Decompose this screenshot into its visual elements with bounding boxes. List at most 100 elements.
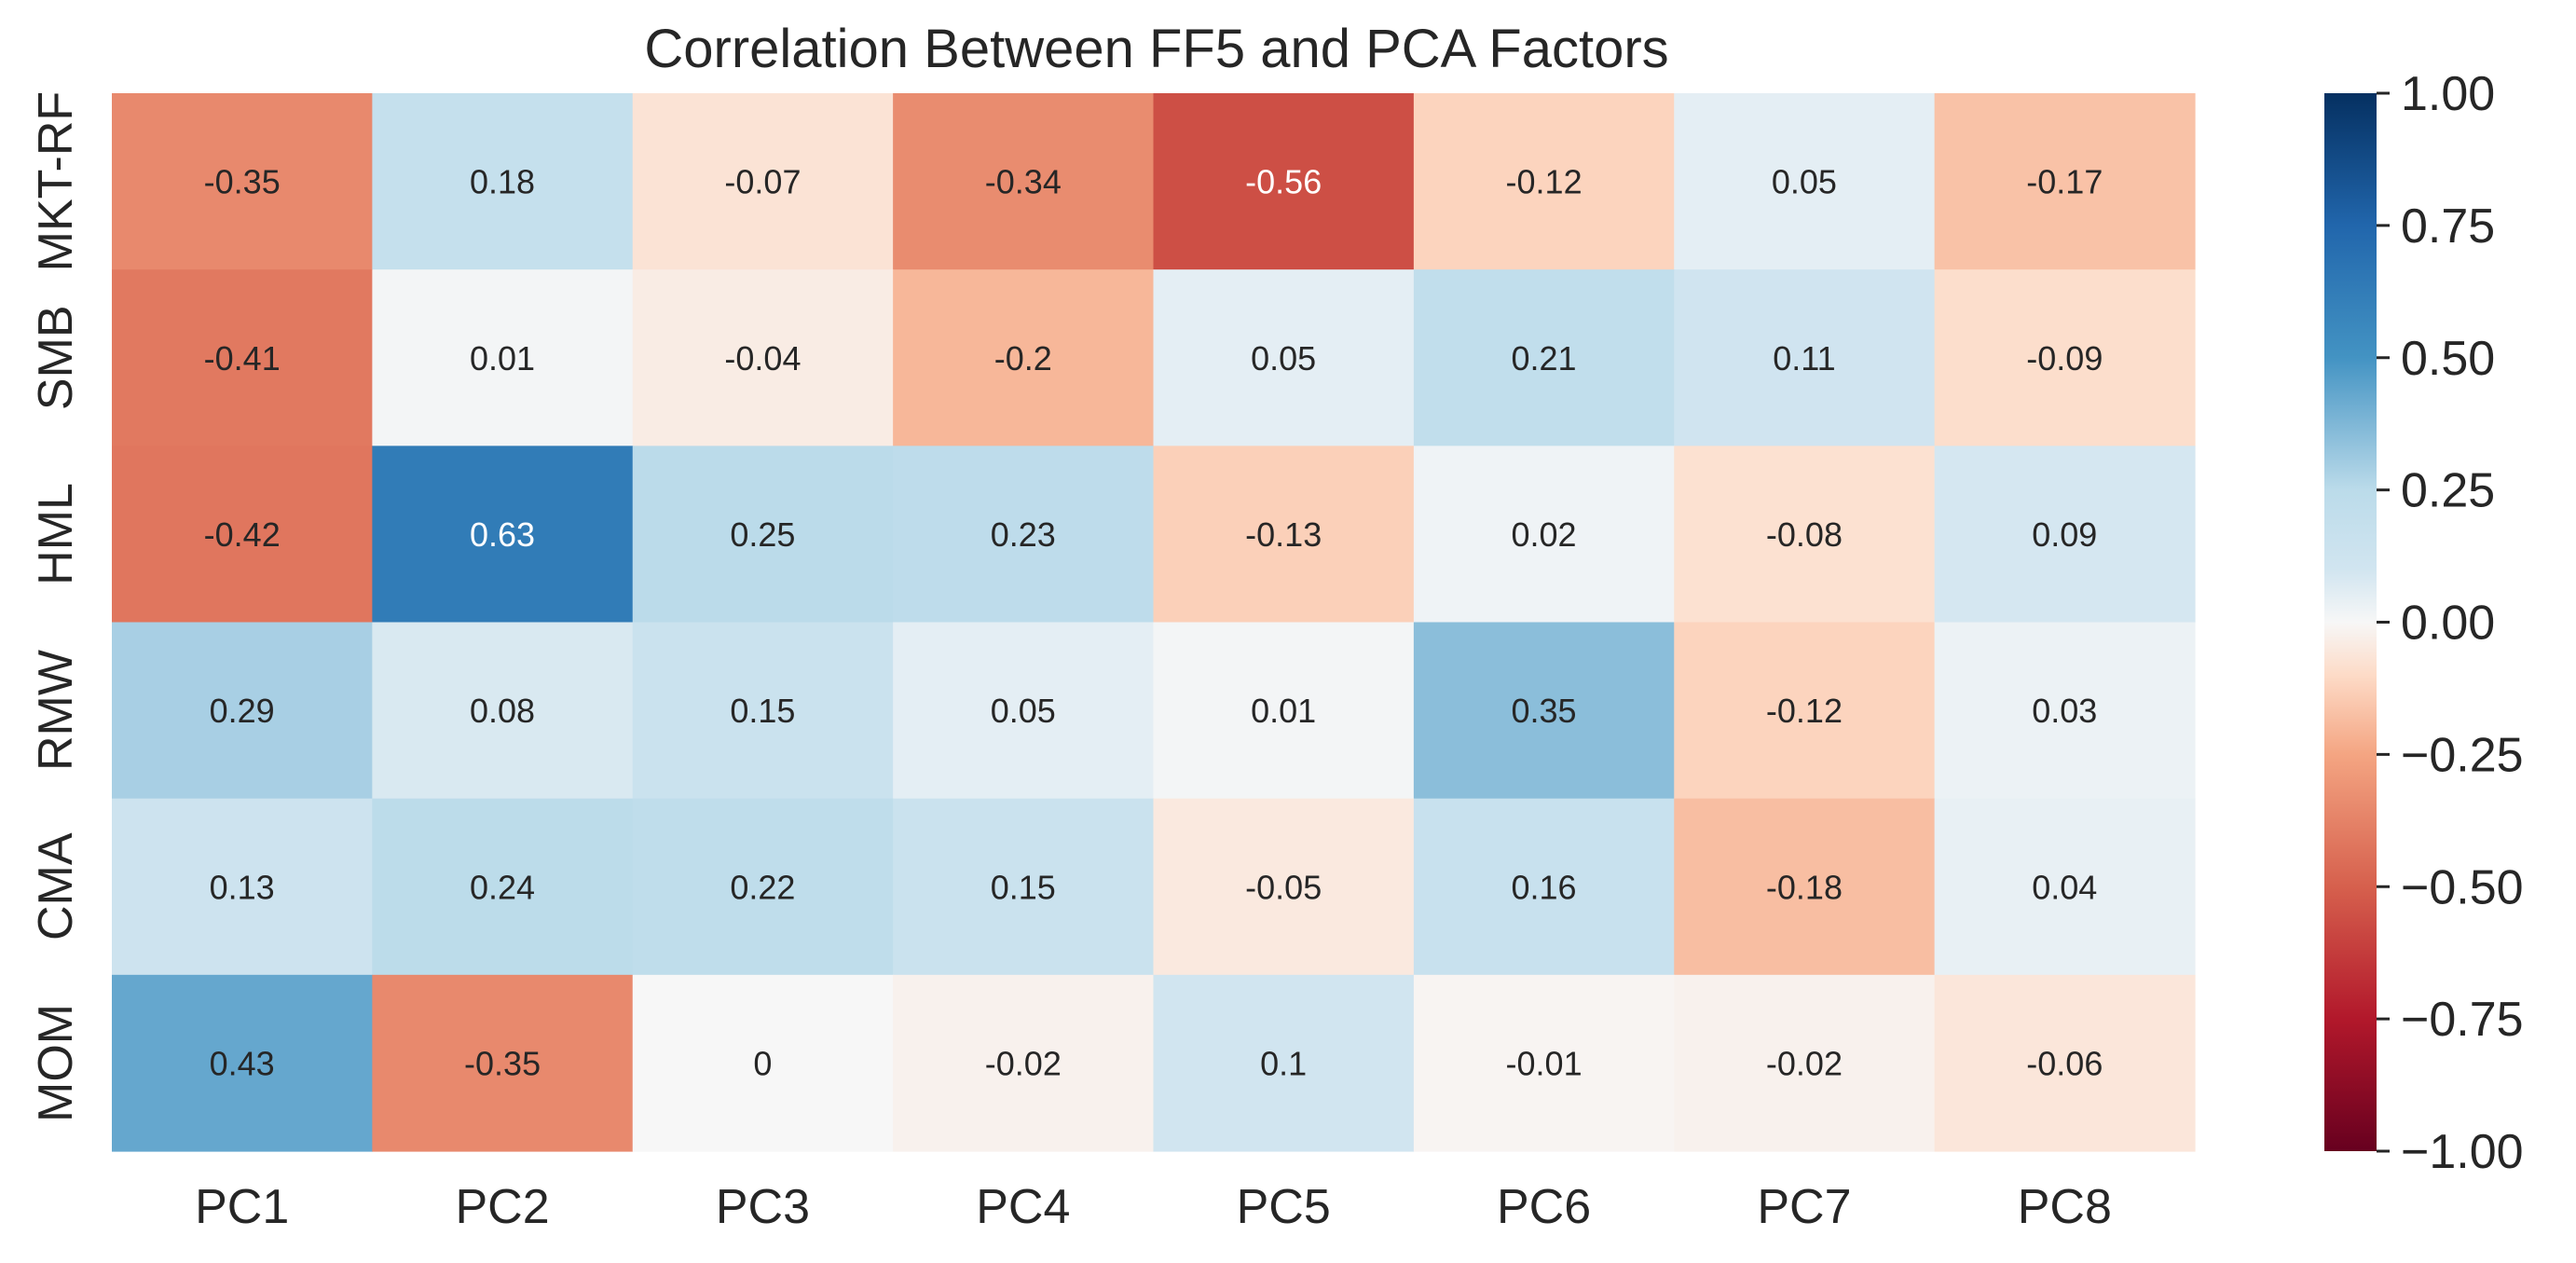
cell-value-label: -0.12 xyxy=(1766,692,1843,730)
cell-value-label: -0.13 xyxy=(1245,515,1322,554)
heatmap-cell xyxy=(1934,93,2196,270)
heatmap-cell xyxy=(1934,446,2196,624)
cell-value-label: -0.35 xyxy=(464,1044,541,1082)
heatmap-cells: -0.35 0.18 -0.07 -0.34 -0.56 -0.12 0.05 -0.17 -0… xyxy=(112,93,2196,1152)
row-label: MOM xyxy=(29,1004,83,1122)
cell-value-label: -0.17 xyxy=(2026,163,2103,201)
colorbar-tick-label: 0.00 xyxy=(2401,597,2495,651)
heatmap-cell xyxy=(1674,798,1936,976)
cell-value-label: -0.01 xyxy=(1506,1044,1583,1082)
column-label: PC2 xyxy=(455,1180,549,1234)
heatmap-cell xyxy=(1934,622,2196,800)
row-label: RMW xyxy=(29,650,83,771)
cell-value-label: 0.09 xyxy=(2032,515,2097,554)
cell-value-label: 0.15 xyxy=(730,692,795,730)
heatmap-cell xyxy=(372,798,634,976)
heatmap-cell xyxy=(1153,622,1415,800)
cell-value-label: -0.02 xyxy=(1766,1044,1843,1082)
cell-value-label: -0.04 xyxy=(724,339,801,378)
heatmap-cell xyxy=(893,622,1155,800)
heatmap-cell xyxy=(112,93,373,270)
cell-value-label: 0.18 xyxy=(470,163,535,201)
heatmap-cell xyxy=(1934,269,2196,446)
colorbar-tick-label: −0.75 xyxy=(2401,993,2524,1047)
heatmap-cell xyxy=(1153,798,1415,976)
heatmap-cell xyxy=(1413,269,1675,446)
heatmap-cell xyxy=(112,446,373,624)
cell-value-label: -0.18 xyxy=(1766,868,1843,906)
heatmap-cell xyxy=(893,93,1155,270)
row-label: MKT-RF xyxy=(29,91,83,272)
heatmap-cell xyxy=(632,446,894,624)
column-label: PC6 xyxy=(1497,1180,1591,1234)
heatmap-cell xyxy=(1674,974,1936,1152)
row-label: SMB xyxy=(29,305,83,410)
heatmap-cell xyxy=(112,622,373,800)
colorbar-tick-label: −0.50 xyxy=(2401,860,2524,914)
heatmap-cell xyxy=(372,269,634,446)
colorbar-gradient xyxy=(2324,93,2377,1151)
heatmap-cell xyxy=(1413,446,1675,624)
cell-value-label: 0.05 xyxy=(1772,163,1837,201)
row-labels: MKT-RF SMB HML RMW CMA MOM xyxy=(29,91,83,1122)
heatmap-cell xyxy=(1413,93,1675,270)
cell-value-label: 0.43 xyxy=(210,1044,275,1082)
cell-value-label: -0.35 xyxy=(204,163,281,201)
heatmap-cell xyxy=(632,93,894,270)
heatmap-cell xyxy=(1153,974,1415,1152)
heatmap-cell xyxy=(112,269,373,446)
cell-value-label: 0.02 xyxy=(1512,515,1577,554)
heatmap-cell xyxy=(1674,446,1936,624)
cell-value-label: 0.21 xyxy=(1512,339,1577,378)
heatmap-cell xyxy=(1934,798,2196,976)
heatmap-cell xyxy=(1674,269,1936,446)
row-label: CMA xyxy=(29,832,83,940)
heatmap-cell xyxy=(1153,269,1415,446)
column-label: PC5 xyxy=(1237,1180,1331,1234)
column-label: PC3 xyxy=(716,1180,810,1234)
cell-value-label: -0.02 xyxy=(985,1044,1062,1082)
heatmap-cell xyxy=(1934,974,2196,1152)
heatmap-cell xyxy=(372,974,634,1152)
cell-value-label: 0.22 xyxy=(730,868,795,906)
cell-value-label: -0.06 xyxy=(2026,1044,2103,1082)
column-label: PC4 xyxy=(976,1180,1070,1234)
row-label: HML xyxy=(29,483,83,585)
heatmap-cell xyxy=(112,974,373,1152)
cell-value-label: -0.05 xyxy=(1245,868,1322,906)
cell-value-label: 0.03 xyxy=(2032,692,2097,730)
colorbar-tick-label: 0.75 xyxy=(2401,199,2495,254)
colorbar-tick-label: −1.00 xyxy=(2401,1125,2524,1179)
cell-value-label: 0.24 xyxy=(470,868,535,906)
heatmap-cell xyxy=(1153,93,1415,270)
cell-value-label: -0.42 xyxy=(204,515,281,554)
cell-value-label: -0.09 xyxy=(2026,339,2103,378)
cell-value-label: 0.05 xyxy=(1251,339,1316,378)
cell-value-label: -0.34 xyxy=(985,163,1062,201)
cell-value-label: 0.63 xyxy=(470,515,535,554)
column-label: PC7 xyxy=(1757,1180,1851,1234)
heatmap-cell xyxy=(1153,446,1415,624)
heatmap-cell xyxy=(632,974,894,1152)
column-label: PC1 xyxy=(195,1180,289,1234)
cell-value-label: -0.56 xyxy=(1245,163,1322,201)
cell-value-label: 0.35 xyxy=(1512,692,1577,730)
colorbar-tick-label: 0.50 xyxy=(2401,332,2495,386)
colorbar: 1.00 0.75 0.50 0.25 0.00 −0.25 −0.50 −0.75 −1.00 xyxy=(2324,67,2524,1179)
chart-title: Correlation Between FF5 and PCA Factors xyxy=(644,19,1668,79)
heatmap-cell xyxy=(632,269,894,446)
cell-value-label: 0.01 xyxy=(470,339,535,378)
heatmap-cell xyxy=(1674,93,1936,270)
heatmap-cell xyxy=(632,798,894,976)
heatmap-cell xyxy=(893,974,1155,1152)
heatmap-cell xyxy=(893,798,1155,976)
cell-value-label: 0.23 xyxy=(991,515,1056,554)
cell-value-label: -0.41 xyxy=(204,339,281,378)
heatmap-cell xyxy=(372,446,634,624)
colorbar-tick-label: 0.25 xyxy=(2401,464,2495,518)
heatmap-cell xyxy=(1413,622,1675,800)
cell-value-label: 0.15 xyxy=(991,868,1056,906)
cell-value-label: 0.04 xyxy=(2032,868,2097,906)
heatmap-cell xyxy=(1413,798,1675,976)
cell-value-label: 0.1 xyxy=(1260,1044,1307,1082)
